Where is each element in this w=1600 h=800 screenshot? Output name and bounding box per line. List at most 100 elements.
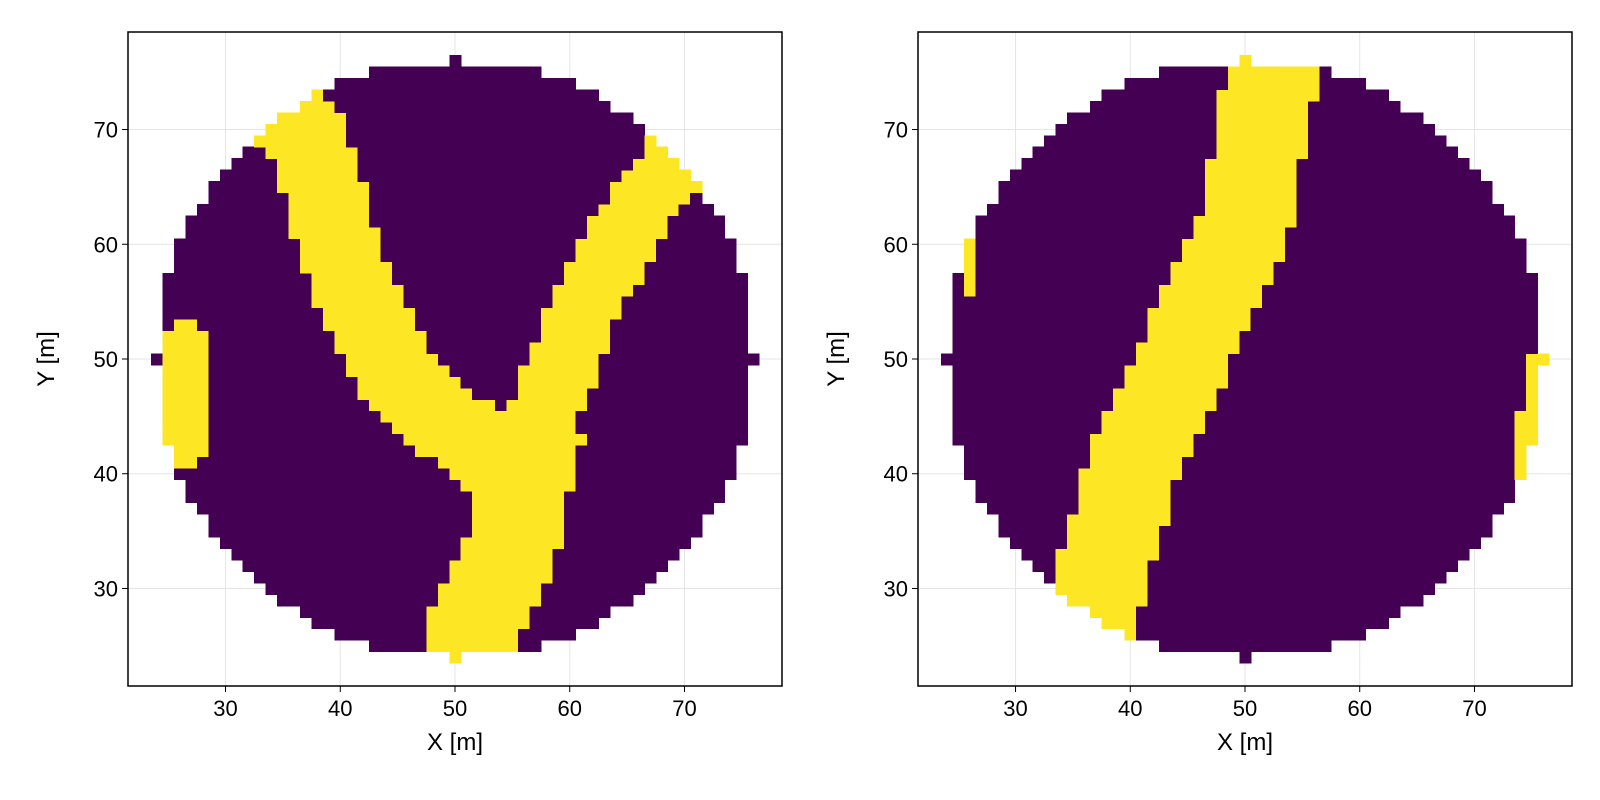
heatmap-cell-filled — [426, 628, 439, 641]
heatmap-cell-empty — [1136, 617, 1149, 630]
heatmap-cell-empty — [701, 445, 714, 458]
heatmap-cell-empty — [1262, 341, 1275, 354]
heatmap-cell-filled — [1227, 77, 1240, 90]
heatmap-cell-empty — [1514, 399, 1527, 412]
heatmap-cell-empty — [1250, 318, 1263, 331]
heatmap-cell-filled — [1193, 272, 1206, 286]
heatmap-cell-filled — [414, 410, 427, 423]
heatmap-cell-filled — [1124, 513, 1137, 526]
heatmap-cell-empty — [1055, 376, 1068, 389]
heatmap-cell-empty — [437, 192, 450, 205]
heatmap-cell-empty — [1078, 272, 1091, 286]
heatmap-cell-empty — [609, 135, 622, 148]
heatmap-cell-filled — [1250, 181, 1263, 194]
heatmap-cell-empty — [736, 318, 749, 331]
heatmap-cell-empty — [380, 548, 393, 561]
heatmap-cell-empty — [667, 295, 680, 308]
heatmap-cell-empty — [1422, 445, 1435, 458]
heatmap-cell-empty — [414, 112, 427, 125]
heatmap-cell-empty — [690, 295, 703, 308]
heatmap-cell-empty — [655, 284, 668, 297]
heatmap-cell-empty — [1457, 169, 1470, 182]
heatmap-cell-empty — [644, 399, 657, 412]
heatmap-cell-empty — [1376, 387, 1390, 400]
heatmap-cell-empty — [231, 192, 244, 205]
heatmap-cell-filled — [1227, 146, 1240, 159]
heatmap-cell-filled — [1158, 399, 1172, 412]
heatmap-cell-empty — [986, 295, 999, 308]
heatmap-cell-empty — [1491, 284, 1504, 297]
heatmap-cell-empty — [1055, 123, 1068, 136]
heatmap-cell-empty — [346, 112, 359, 125]
heatmap-cell-empty — [598, 112, 611, 125]
heatmap-cell-filled — [391, 410, 404, 423]
heatmap-cell-empty — [231, 261, 244, 274]
heatmap-cell-empty — [1319, 204, 1332, 217]
heatmap-cell-filled — [437, 376, 450, 389]
heatmap-cell-empty — [277, 238, 290, 251]
heatmap-cell-empty — [713, 330, 726, 343]
heatmap-cell-empty — [621, 410, 634, 423]
heatmap-cell-empty — [724, 295, 737, 308]
heatmap-cell-empty — [1319, 89, 1332, 102]
heatmap-cell-empty — [1354, 490, 1367, 504]
heatmap-cell-filled — [300, 135, 313, 148]
heatmap-cell-empty — [1009, 330, 1022, 343]
heatmap-cell-filled — [380, 341, 393, 354]
heatmap-cell-filled — [265, 135, 278, 148]
heatmap-cell-empty — [1090, 192, 1103, 205]
heatmap-cell-empty — [357, 582, 370, 595]
heatmap-cell-empty — [1445, 238, 1458, 251]
heatmap-cell-filled — [1181, 422, 1194, 435]
heatmap-cell-filled — [380, 284, 393, 297]
heatmap-cell-filled — [1514, 445, 1527, 458]
heatmap-cell-empty — [346, 445, 359, 458]
heatmap-cell-empty — [449, 295, 462, 308]
heatmap-cell-empty — [1411, 479, 1424, 492]
heatmap-cell-empty — [1239, 525, 1252, 538]
heatmap-cell-empty — [1044, 410, 1057, 423]
heatmap-cell-empty — [357, 433, 370, 446]
heatmap-cell-filled — [1204, 295, 1217, 308]
heatmap-cell-empty — [621, 399, 634, 412]
heatmap-cell-filled — [495, 410, 508, 423]
heatmap-cell-empty — [391, 227, 404, 240]
heatmap-cell-filled — [621, 250, 634, 263]
heatmap-cell-empty — [346, 559, 359, 572]
heatmap-cell-empty — [575, 445, 588, 458]
heatmap-cell-empty — [414, 238, 427, 251]
heatmap-cell-empty — [231, 227, 244, 240]
heatmap-cell-empty — [1239, 468, 1252, 481]
heatmap-cell-filled — [644, 250, 657, 263]
heatmap-cell-empty — [701, 364, 714, 377]
heatmap-cell-empty — [1365, 502, 1378, 515]
y-tick-label: 30 — [94, 576, 118, 601]
heatmap-cell-filled — [196, 445, 209, 458]
heatmap-cell-empty — [1181, 204, 1194, 217]
heatmap-cell-empty — [368, 525, 382, 538]
heatmap-cell-filled — [449, 559, 462, 572]
heatmap-cell-filled — [644, 204, 657, 217]
heatmap-cell-empty — [1376, 295, 1390, 308]
heatmap-cell-filled — [495, 433, 508, 446]
heatmap-cell-empty — [1193, 123, 1206, 136]
heatmap-cell-empty — [1090, 318, 1103, 331]
heatmap-cell-empty — [1354, 376, 1367, 389]
heatmap-cell-empty — [1044, 227, 1057, 240]
heatmap-cell-empty — [1354, 559, 1367, 572]
heatmap-cell-empty — [1445, 272, 1458, 286]
heatmap-cell-filled — [162, 353, 175, 366]
heatmap-cell-empty — [575, 215, 588, 228]
heatmap-cell-empty — [1480, 410, 1493, 423]
heatmap-cell-filled — [162, 422, 175, 435]
heatmap-cell-empty — [196, 284, 209, 297]
heatmap-cell-empty — [1285, 513, 1298, 526]
heatmap-cell-empty — [208, 261, 221, 274]
heatmap-cell-filled — [495, 617, 508, 630]
heatmap-cell-empty — [380, 571, 393, 584]
heatmap-cell-filled — [403, 353, 416, 366]
heatmap-cell-filled — [632, 192, 645, 205]
heatmap-cell-filled — [541, 513, 554, 526]
heatmap-cell-empty — [998, 468, 1011, 481]
heatmap-cell-empty — [357, 456, 370, 469]
